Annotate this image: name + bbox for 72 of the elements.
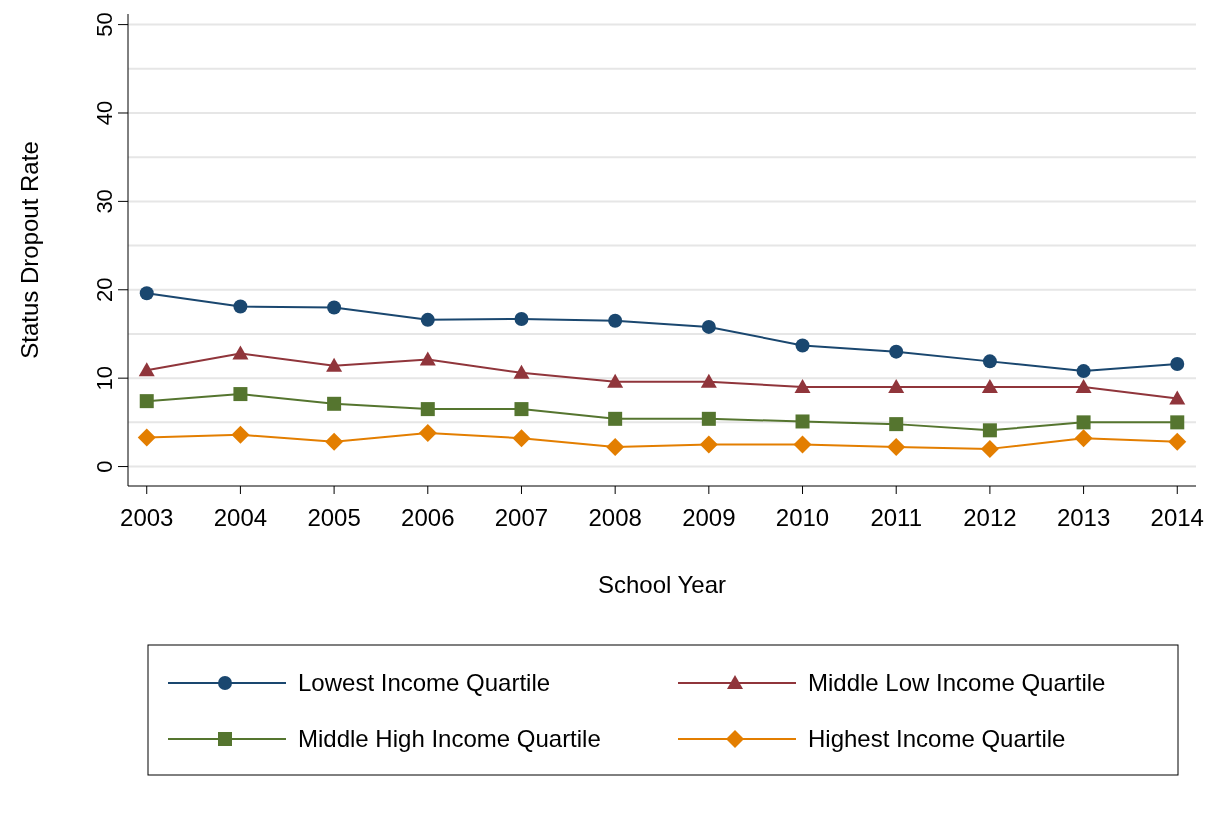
point [1075,379,1092,393]
point [606,438,625,457]
point [795,338,810,353]
y-tick-label: 10 [92,365,117,391]
point [700,373,717,388]
point [513,364,530,379]
point [418,423,437,442]
point [514,311,529,326]
y-tick-label: 30 [92,189,117,214]
point [982,354,997,369]
point [327,300,342,315]
x-tick-label: 2009 [682,504,736,531]
point [699,435,718,454]
legend-label: Lowest Income Quartile [298,669,551,696]
point [1076,364,1091,379]
legend-label: Middle High Income Quartile [298,725,601,752]
point [1170,357,1185,372]
y-axis-title: Status Dropout Rate [16,141,43,359]
point [795,414,810,429]
x-tick-label: 2008 [588,504,642,531]
point [793,435,812,454]
point [231,425,250,444]
y-tick-label: 20 [92,277,117,303]
point [701,319,716,334]
point [794,379,811,393]
point [419,351,436,366]
point [232,345,249,360]
x-axis-title: School Year [597,571,727,598]
point [1074,429,1093,448]
x-tick-label: 2011 [870,504,923,531]
point [887,438,906,457]
point [420,312,435,327]
point [325,432,344,451]
point [137,428,156,447]
point [701,411,716,426]
point [139,286,154,301]
x-tick-label: 2004 [213,504,268,531]
legend-label: Highest Income Quartile [808,725,1066,752]
point [514,402,529,417]
point [420,402,435,417]
point [980,439,999,458]
x-tick-label: 2013 [1056,504,1111,531]
x-tick-label: 2007 [494,504,549,531]
point [889,344,904,359]
x-tick-label: 2005 [307,504,361,531]
point [1170,415,1185,430]
point [512,429,531,448]
y-tick-label: 40 [92,100,117,126]
point [608,411,623,426]
point [607,373,624,388]
y-tick-label: 0 [92,460,117,473]
point [1168,432,1187,451]
point [138,362,155,377]
point [981,379,998,393]
x-tick-label: 2006 [401,504,455,531]
legend-label: Middle Low Income Quartile [808,669,1106,696]
point [233,387,248,402]
x-tick-label: 2010 [775,504,830,531]
x-tick-label: 2003 [120,504,174,531]
point [233,299,248,314]
point [982,423,997,438]
point [608,313,623,328]
point [889,417,904,432]
x-tick-label: 2014 [1150,504,1204,531]
y-tick-label: 50 [92,12,117,37]
x-tick-label: 2012 [963,504,1017,531]
point [326,357,343,372]
point [1169,390,1186,405]
point [139,394,154,409]
point [1076,415,1091,430]
point [327,396,342,411]
point [888,379,905,393]
